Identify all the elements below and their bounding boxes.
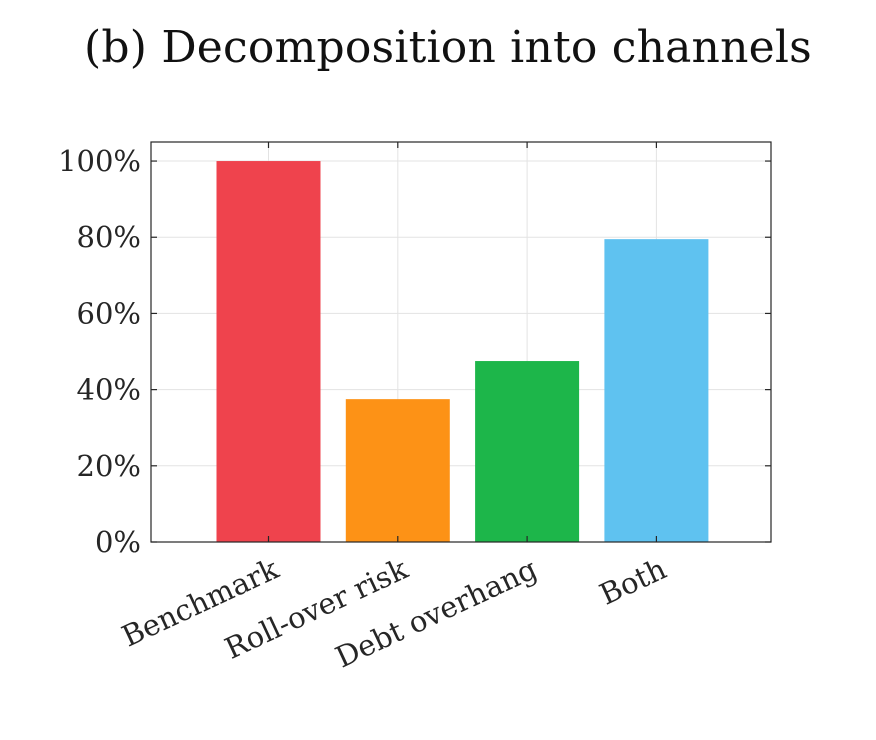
- y-tick-label: 80%: [77, 220, 141, 254]
- bar: [345, 399, 450, 542]
- bar: [604, 239, 709, 542]
- y-tick-label: 20%: [77, 449, 141, 483]
- bar: [216, 161, 321, 543]
- bar-layer: [216, 161, 709, 543]
- x-tick-label: Both: [594, 552, 671, 612]
- y-tick-label: 60%: [77, 296, 141, 330]
- bar: [475, 361, 580, 542]
- y-tick-label: 0%: [95, 525, 141, 559]
- chart-title: (b) Decomposition into channels: [84, 22, 812, 73]
- y-tick-label: 100%: [58, 144, 141, 178]
- tick-layer: [151, 142, 771, 543]
- plot-frame: [150, 141, 772, 543]
- y-tick-label: 40%: [77, 373, 141, 407]
